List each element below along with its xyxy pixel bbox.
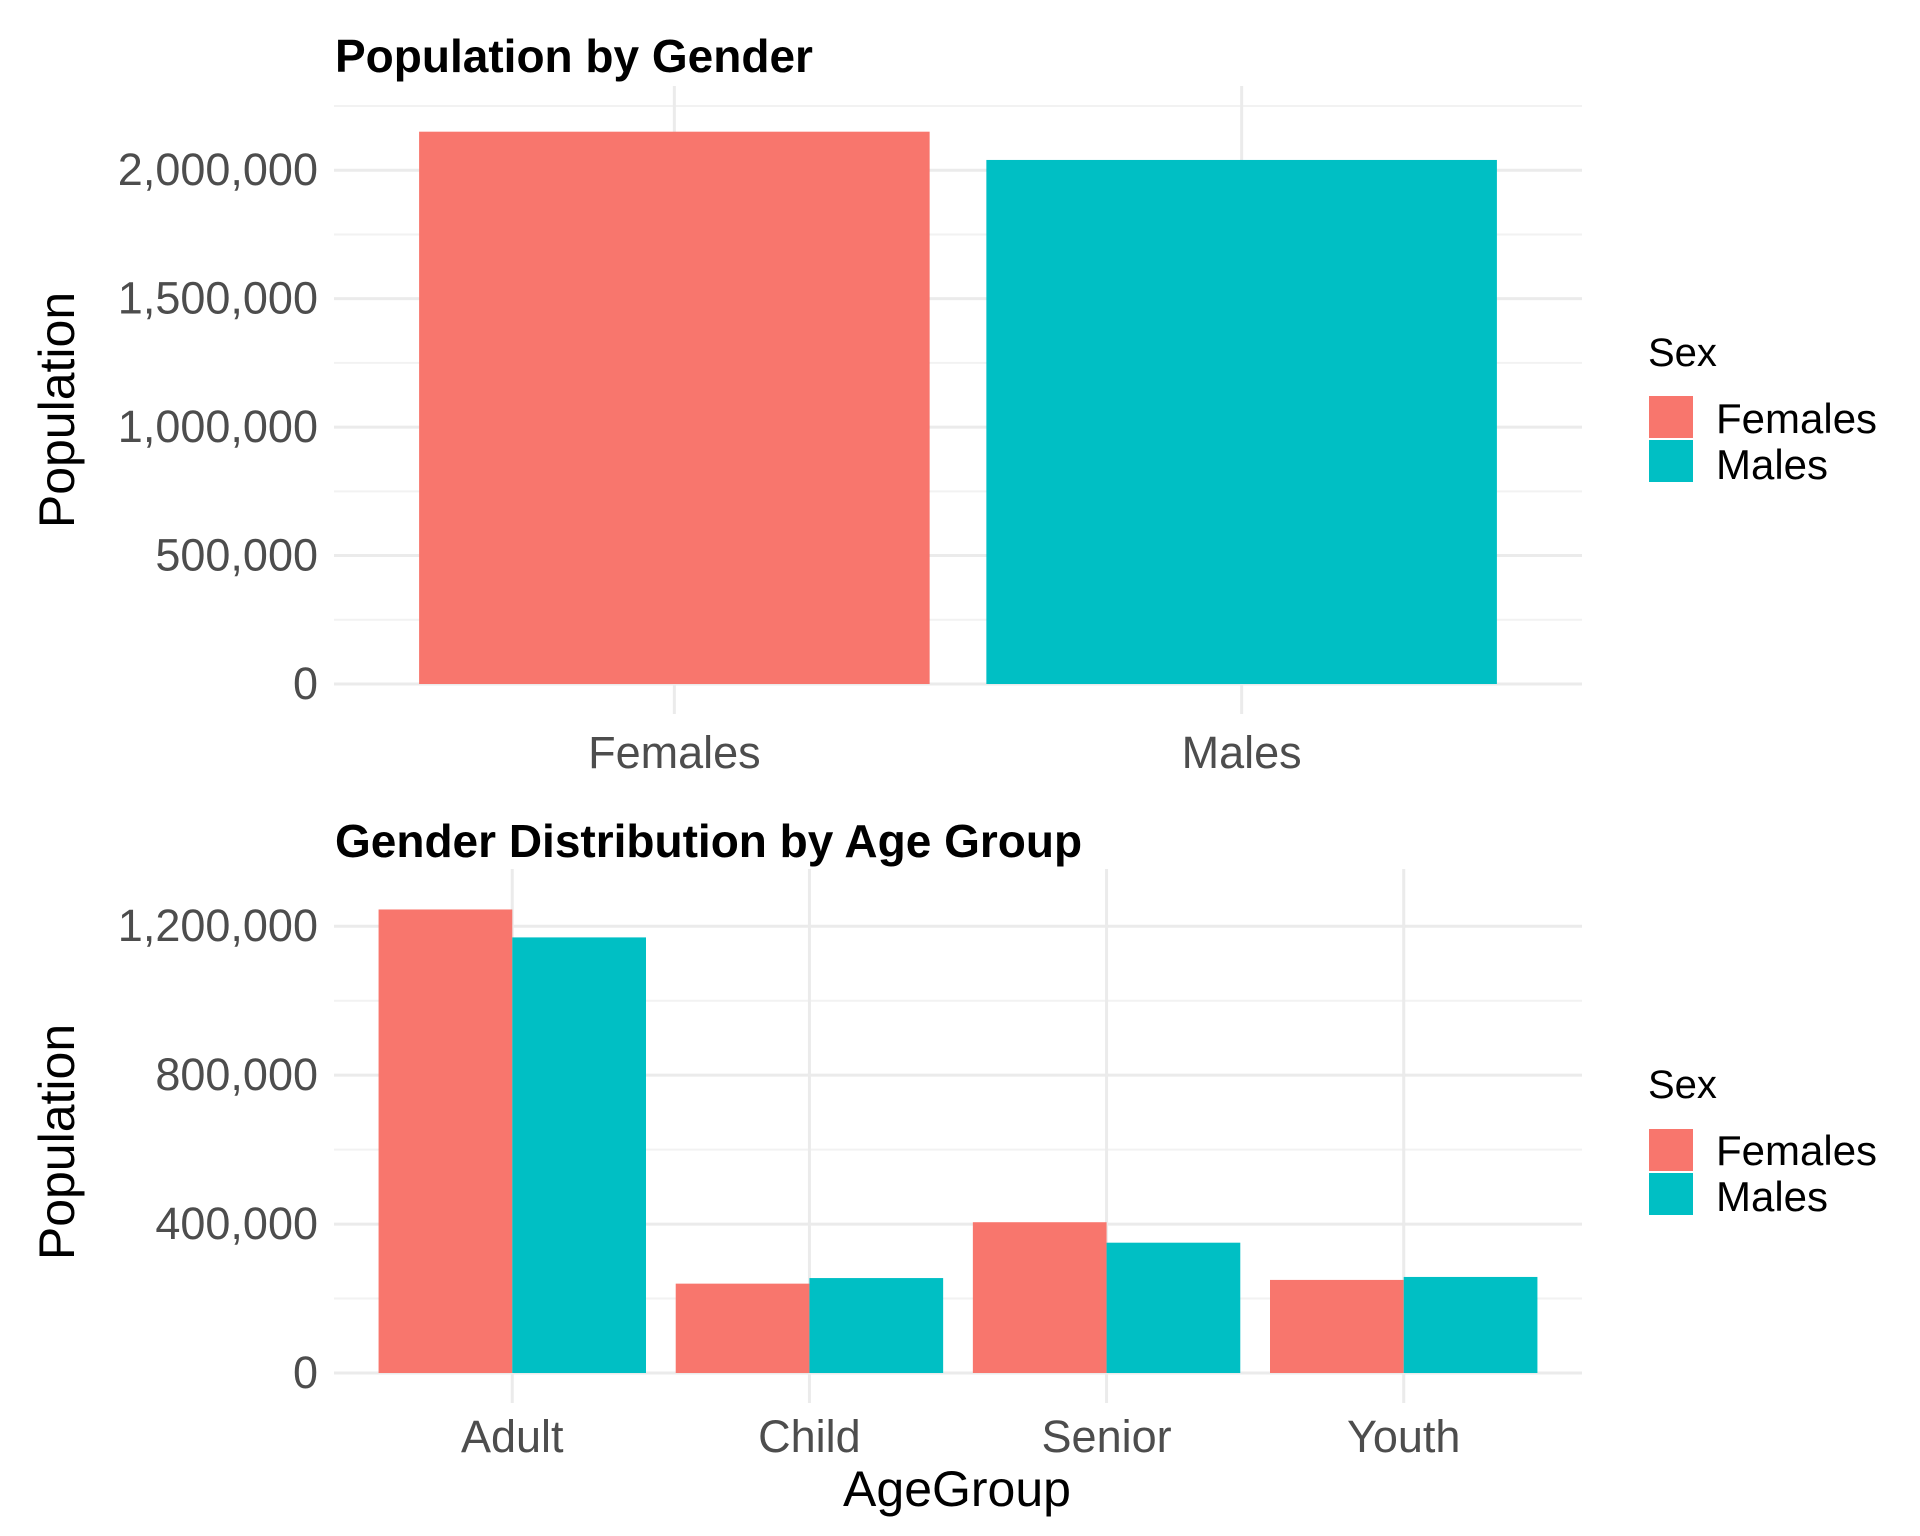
legend-swatch-females bbox=[1649, 396, 1693, 438]
y-tick-label: 1,500,000 bbox=[118, 273, 318, 324]
legend: Sex Females Males bbox=[1648, 331, 1877, 488]
x-axis-title: AgeGroup bbox=[843, 1461, 1071, 1517]
bar-senior-males bbox=[1106, 1242, 1241, 1373]
y-tick-labels: 0 500,000 1,000,000 1,500,000 2,000,000 bbox=[118, 144, 318, 709]
bar-adult-males bbox=[512, 937, 646, 1373]
legend-title: Sex bbox=[1648, 1063, 1717, 1107]
y-tick-label: 800,000 bbox=[155, 1049, 318, 1100]
x-tick-label-females: Females bbox=[588, 727, 761, 778]
y-tick-label: 500,000 bbox=[155, 530, 318, 581]
legend-label-females: Females bbox=[1716, 395, 1877, 442]
x-tick-label-senior: Senior bbox=[1042, 1411, 1172, 1462]
bar-senior-females bbox=[972, 1222, 1107, 1373]
bar-adult-females bbox=[378, 909, 513, 1373]
bar-males bbox=[986, 159, 1497, 685]
legend-item-males: Males bbox=[1649, 1173, 1828, 1220]
x-tick-label-adult: Adult bbox=[461, 1411, 564, 1462]
bar-youth-females bbox=[1270, 1279, 1404, 1373]
y-tick-label: 0 bbox=[293, 1347, 318, 1398]
y-axis-title: Population bbox=[29, 1024, 85, 1260]
x-tick-label-youth: Youth bbox=[1347, 1411, 1460, 1462]
bar-youth-males bbox=[1403, 1276, 1538, 1373]
x-tick-label-males: Males bbox=[1182, 727, 1302, 778]
legend-item-males: Males bbox=[1649, 440, 1828, 488]
bar-child-females bbox=[675, 1283, 810, 1373]
legend: Sex Females Males bbox=[1648, 1063, 1877, 1220]
legend-title: Sex bbox=[1648, 331, 1717, 375]
x-tick-label-child: Child bbox=[758, 1411, 861, 1462]
legend-swatch-males bbox=[1649, 440, 1693, 482]
legend-swatch-males bbox=[1649, 1173, 1693, 1215]
legend-label-males: Males bbox=[1716, 1173, 1828, 1220]
y-tick-label: 400,000 bbox=[155, 1198, 318, 1249]
legend-label-females: Females bbox=[1716, 1127, 1877, 1174]
bar-females bbox=[419, 131, 930, 684]
bars bbox=[419, 131, 1497, 685]
chart-title: Gender Distribution by Age Group bbox=[335, 815, 1082, 867]
chart-title: Population by Gender bbox=[335, 30, 813, 82]
bars bbox=[378, 909, 1538, 1373]
panel-gender-distribution-by-age-group: Gender Distribution by Age Group 0 400,00… bbox=[29, 815, 1877, 1517]
y-tick-label: 1,000,000 bbox=[118, 401, 318, 452]
y-tick-label: 2,000,000 bbox=[118, 144, 318, 195]
bar-child-males bbox=[809, 1278, 944, 1373]
x-tick-labels: Adult Child Senior Youth bbox=[461, 1411, 1460, 1462]
legend-label-males: Males bbox=[1716, 441, 1828, 488]
x-tick-labels: Females Males bbox=[588, 727, 1302, 778]
legend-item-females: Females bbox=[1649, 395, 1877, 442]
y-tick-label: 0 bbox=[293, 658, 318, 709]
panel-population-by-gender: Population by Gender 0 500,000 1,000,000 1,… bbox=[29, 30, 1877, 778]
legend-item-females: Females bbox=[1649, 1127, 1877, 1174]
y-tick-labels: 0 400,000 800,000 1,200,000 bbox=[118, 900, 318, 1398]
y-axis-title: Population bbox=[29, 292, 85, 528]
legend-swatch-females bbox=[1649, 1129, 1693, 1171]
y-tick-label: 1,200,000 bbox=[118, 900, 318, 951]
